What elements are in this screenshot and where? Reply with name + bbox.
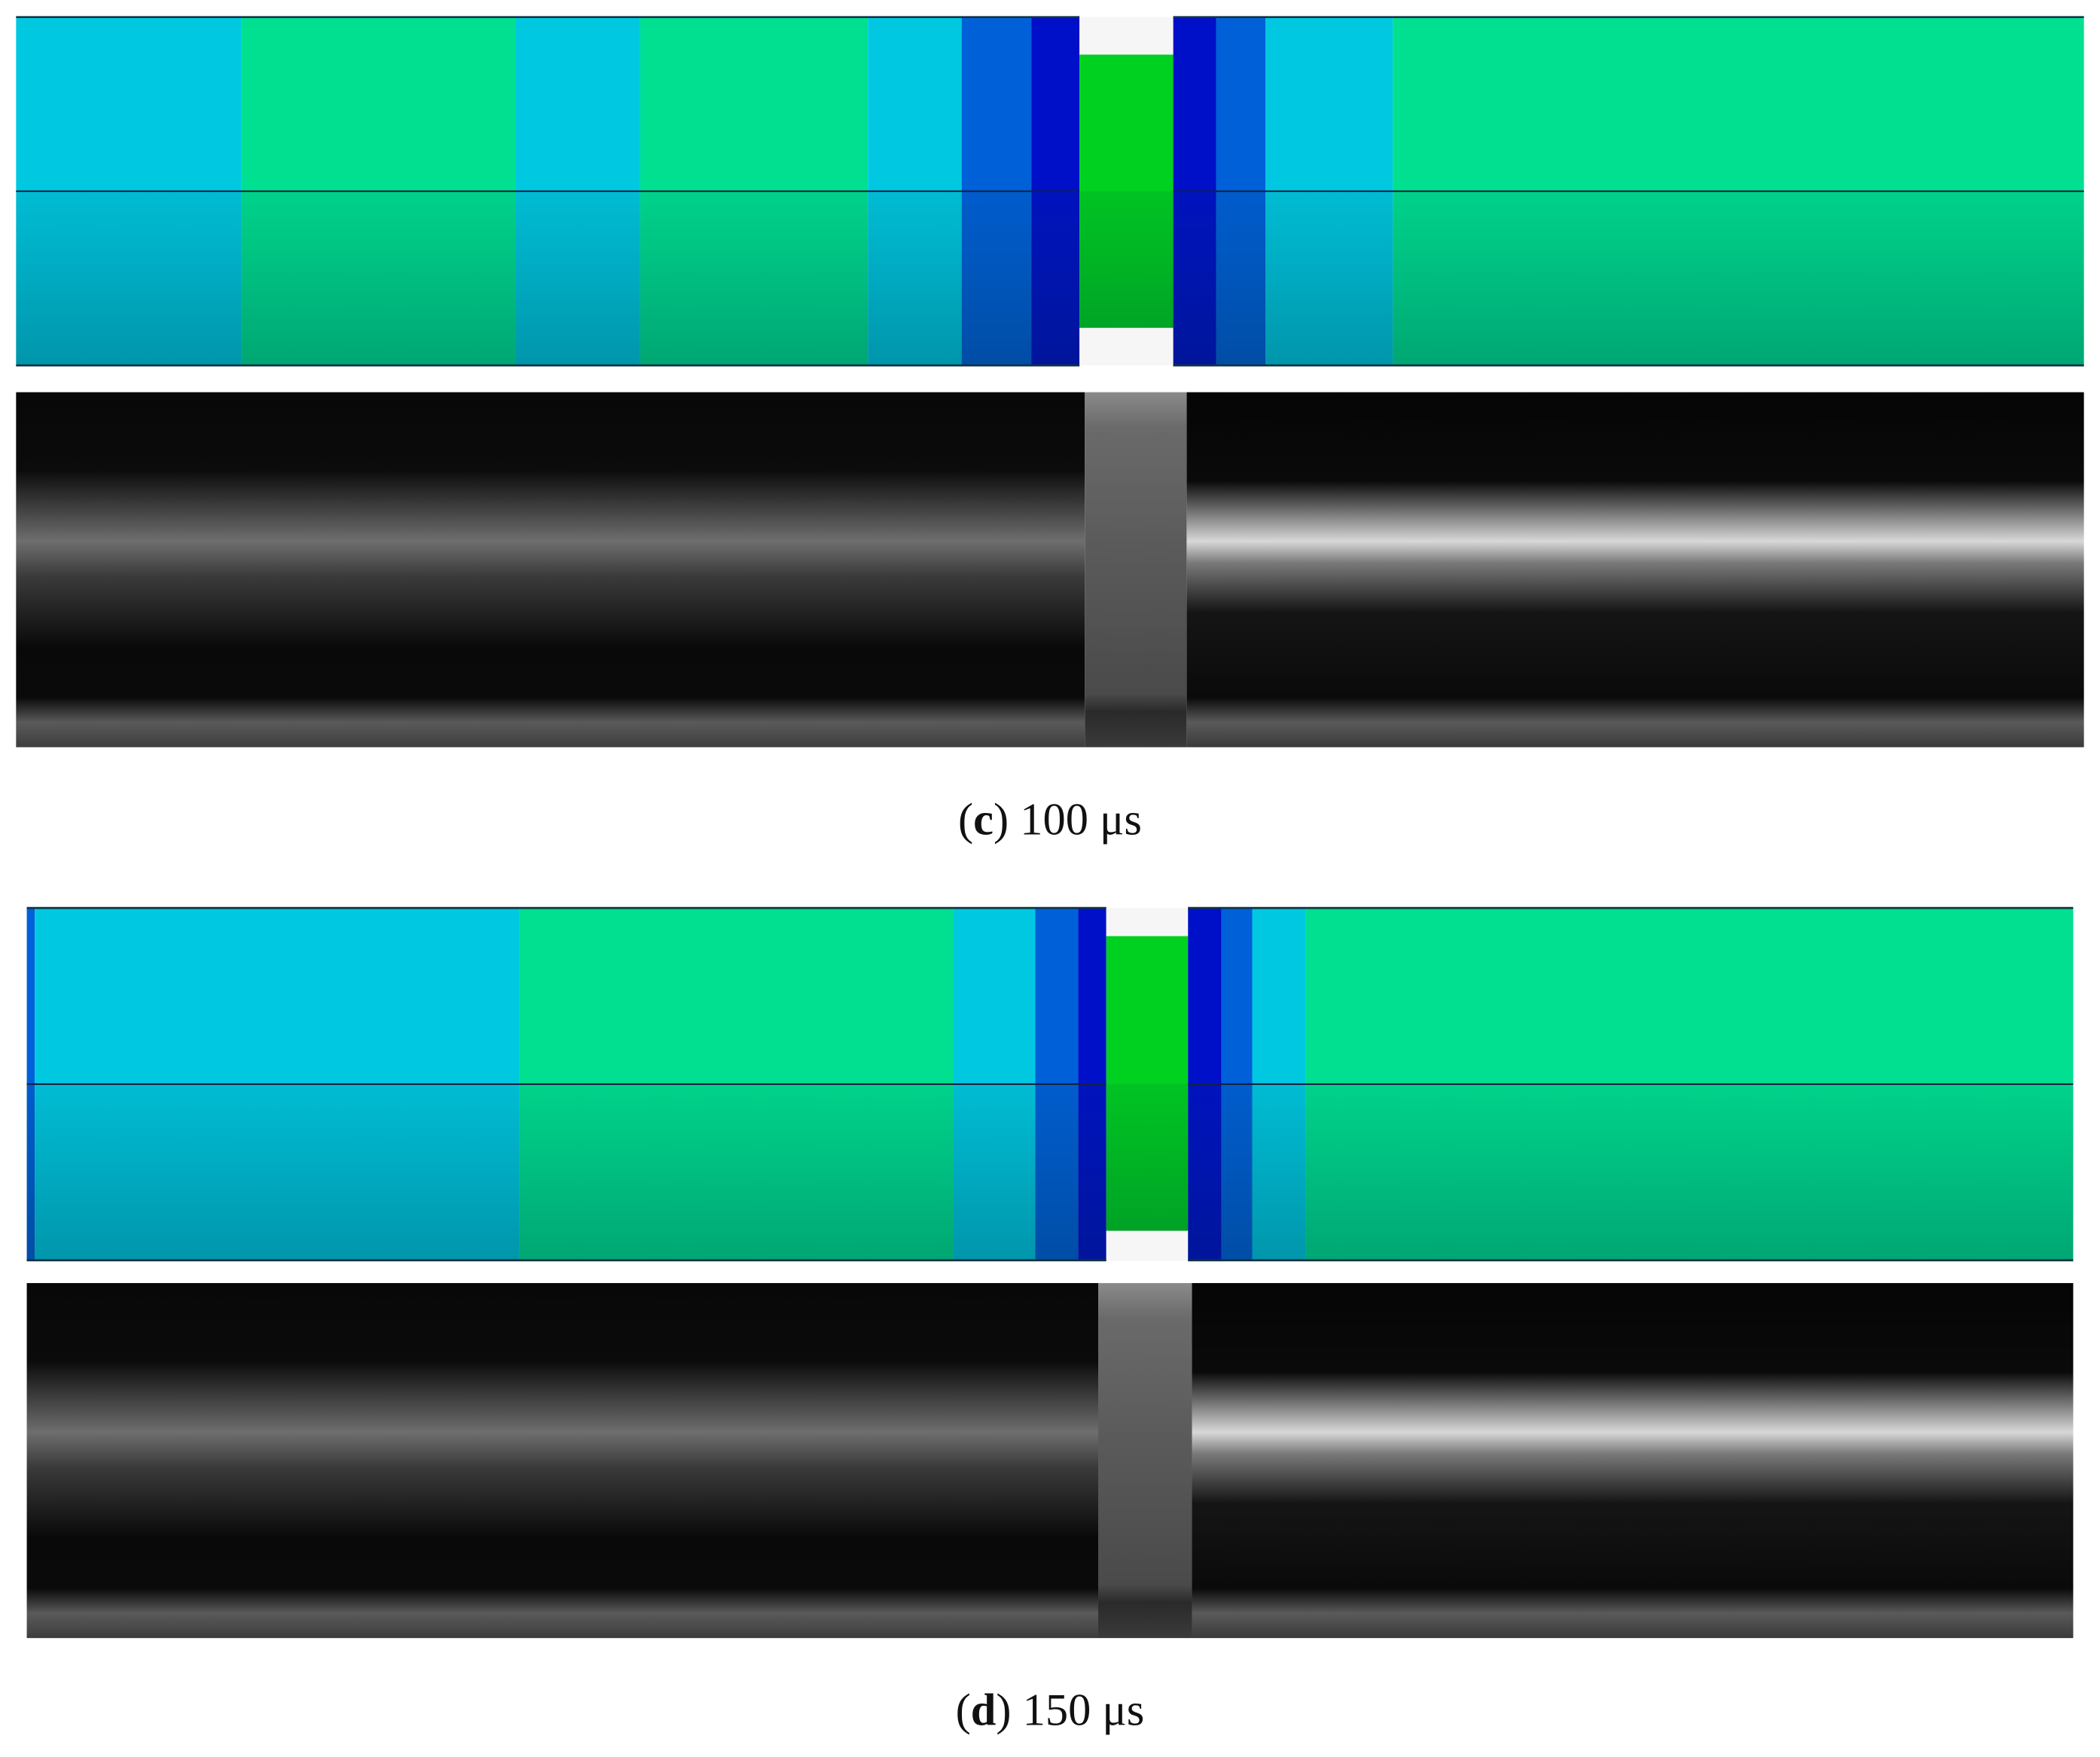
photo-specimen xyxy=(1098,1282,1192,1639)
caption-prefix: ( xyxy=(958,794,973,845)
photo-right xyxy=(1192,1282,2074,1639)
caption-suffix: ) 150 μs xyxy=(996,1685,1144,1736)
photo-left xyxy=(16,392,1085,747)
photo-left xyxy=(26,1282,1099,1639)
gap-top xyxy=(1106,908,1189,937)
caption: (c) 100 μs xyxy=(958,794,1142,845)
caption-label: c xyxy=(973,794,994,845)
caption-label: d xyxy=(971,1685,997,1736)
photo-right xyxy=(1186,392,2084,747)
caption: (d) 150 μs xyxy=(956,1685,1145,1736)
gap-bottom xyxy=(1079,328,1174,366)
panels xyxy=(16,16,2084,1639)
gap-bottom xyxy=(1106,1230,1189,1260)
caption-suffix: ) 100 μs xyxy=(994,794,1142,845)
gap-top xyxy=(1079,17,1174,55)
photo-specimen xyxy=(1085,392,1187,747)
caption-prefix: ( xyxy=(956,1685,971,1736)
